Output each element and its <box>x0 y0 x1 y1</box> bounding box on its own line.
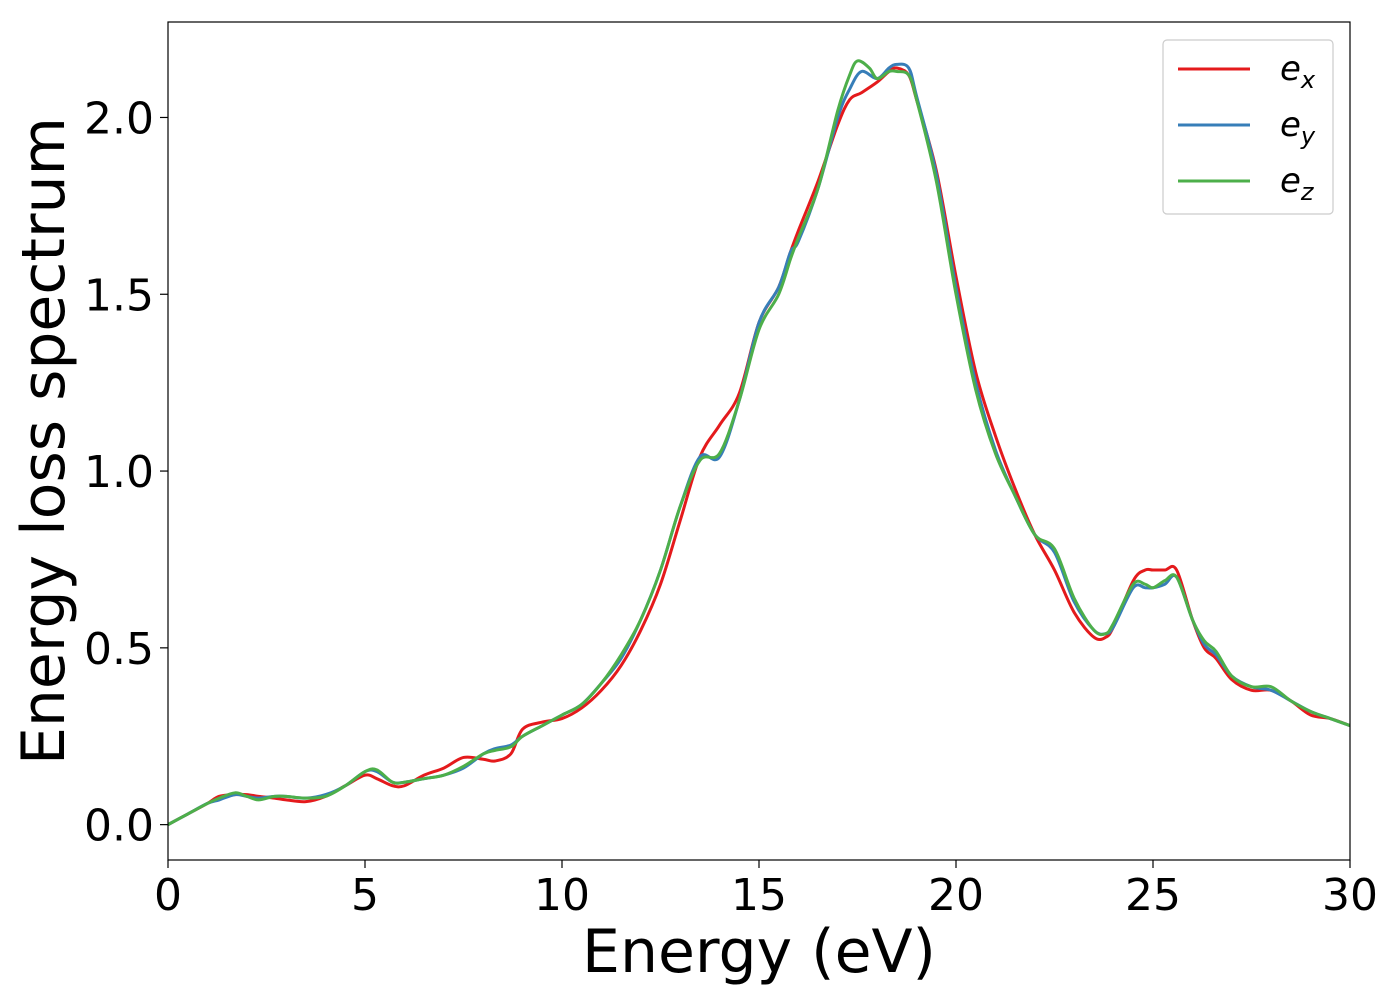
x-tick-label: 20 <box>928 870 984 921</box>
y-tick-label: 1.0 <box>84 447 154 498</box>
series-line-e-z <box>168 59 1350 826</box>
x-tick-label: 5 <box>351 870 379 921</box>
x-axis-ticks: 0 5 10 15 20 25 30 <box>154 860 1378 921</box>
legend-label-x: ex <box>1280 49 1316 94</box>
y-axis-title: Energy loss spectrum <box>9 117 79 765</box>
legend-label-z: ez <box>1280 161 1315 206</box>
y-axis-ticks: 0.0 0.5 1.0 1.5 2.0 <box>84 93 168 852</box>
y-tick-label: 0.5 <box>84 624 154 675</box>
legend: ex ey ez <box>1162 39 1334 215</box>
x-tick-label: 30 <box>1322 870 1378 921</box>
x-tick-label: 10 <box>534 870 590 921</box>
x-tick-label: 25 <box>1125 870 1181 921</box>
x-tick-label: 15 <box>731 870 787 921</box>
plot-lines <box>168 59 1350 826</box>
y-tick-label: 0.0 <box>84 801 154 852</box>
y-tick-label: 2.0 <box>84 93 154 144</box>
legend-label-y: ey <box>1280 105 1316 150</box>
x-tick-label: 0 <box>154 870 182 921</box>
y-tick-label: 1.5 <box>84 270 154 321</box>
legend-frame <box>1162 39 1334 215</box>
x-axis-title: Energy (eV) <box>582 917 936 987</box>
